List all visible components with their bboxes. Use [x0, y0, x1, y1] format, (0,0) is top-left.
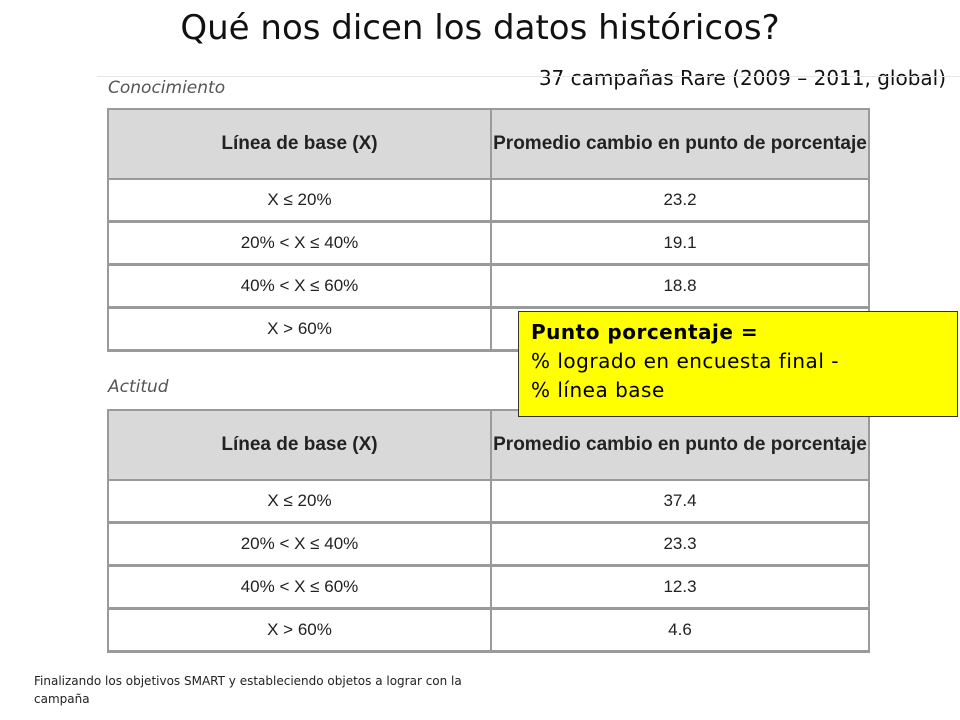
cell-baseline: 40% < X ≤ 60% [107, 564, 492, 610]
callout-line: % línea base [531, 378, 665, 402]
section-label-actitud: Actitud [108, 377, 169, 397]
definition-callout: Punto porcentaje = % logrado en encuesta… [518, 311, 958, 417]
cell-value: 37.4 [490, 479, 870, 524]
cell-value: 12.3 [490, 564, 870, 610]
table-row: 40% < X ≤ 60% 12.3 [107, 564, 870, 610]
table-row: 40% < X ≤ 60% 18.8 [107, 263, 870, 309]
cell-value: 19.1 [490, 220, 870, 266]
cell-baseline: 20% < X ≤ 40% [107, 521, 492, 567]
table-actitud: Línea de base (X) Promedio cambio en pun… [107, 409, 870, 653]
cell-baseline: X ≤ 20% [107, 178, 492, 223]
cell-baseline: 20% < X ≤ 40% [107, 220, 492, 266]
cell-baseline: X > 60% [107, 306, 492, 352]
callout-heading: Punto porcentaje = [531, 320, 759, 344]
table-row: X > 60% 4.6 [107, 607, 870, 653]
table-header-row: Línea de base (X) Promedio cambio en pun… [107, 409, 870, 481]
cell-value: 18.8 [490, 263, 870, 309]
table-header-row: Línea de base (X) Promedio cambio en pun… [107, 108, 870, 180]
header-baseline: Línea de base (X) [107, 108, 492, 180]
section-label-conocimiento: Conocimiento [108, 78, 226, 98]
table-row: X ≤ 20% 23.2 [107, 178, 870, 223]
cell-value: 23.2 [490, 178, 870, 223]
table-row: 20% < X ≤ 40% 23.3 [107, 521, 870, 567]
divider [97, 76, 960, 77]
slide-title: Qué nos dicen los datos históricos? [180, 8, 780, 48]
footer-note: Finalizando los objetivos SMART y establ… [34, 674, 462, 706]
table-row: X ≤ 20% 37.4 [107, 479, 870, 524]
header-average-change: Promedio cambio en punto de porcentaje [490, 409, 870, 481]
table-row: 20% < X ≤ 40% 19.1 [107, 220, 870, 266]
cell-baseline: 40% < X ≤ 60% [107, 263, 492, 309]
cell-value: 4.6 [490, 607, 870, 653]
callout-line: % logrado en encuesta final - [531, 349, 839, 373]
cell-value: 23.3 [490, 521, 870, 567]
header-average-change: Promedio cambio en punto de porcentaje [490, 108, 870, 180]
slide-subtitle: 37 campañas Rare (2009 – 2011, global) [538, 66, 946, 90]
cell-baseline: X ≤ 20% [107, 479, 492, 524]
header-baseline: Línea de base (X) [107, 409, 492, 481]
cell-baseline: X > 60% [107, 607, 492, 653]
